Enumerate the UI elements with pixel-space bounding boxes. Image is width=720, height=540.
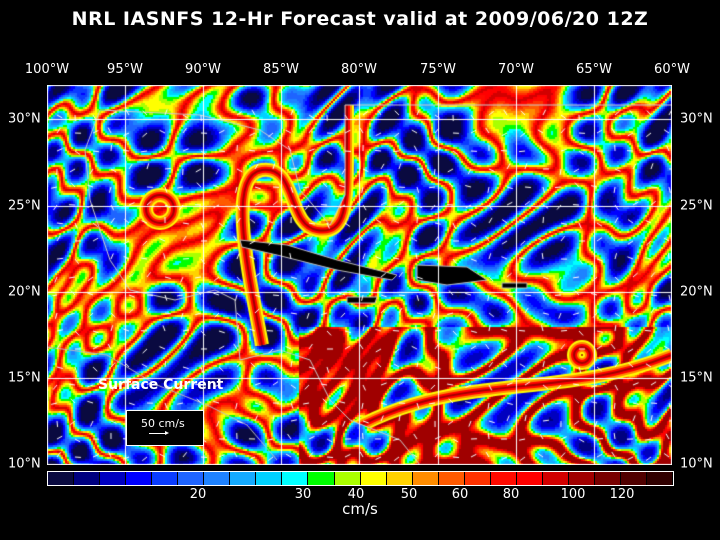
colorbar-tick: 60 bbox=[451, 487, 469, 502]
lat-label: 15°N bbox=[680, 370, 713, 386]
colorbar-cell bbox=[178, 472, 205, 485]
colorbar-cell bbox=[152, 472, 179, 485]
reference-vector-box: 50 cm/s bbox=[126, 410, 204, 446]
colorbar-cell bbox=[568, 472, 595, 485]
colorbar-cell bbox=[100, 472, 127, 485]
lon-label: 70°W bbox=[498, 62, 534, 77]
colorbar-cell bbox=[204, 472, 231, 485]
colorbar-cell bbox=[516, 472, 543, 485]
lat-label: 30°N bbox=[680, 111, 713, 127]
lat-label: 20°N bbox=[8, 284, 41, 300]
reference-vector-label: 50 cm/s bbox=[141, 417, 185, 430]
colorbar-tick: 40 bbox=[347, 487, 365, 502]
colorbar-cell bbox=[334, 472, 361, 485]
colorbar-tick: 120 bbox=[609, 487, 635, 502]
colorbar-cell bbox=[386, 472, 413, 485]
lat-label: 15°N bbox=[8, 370, 41, 386]
lon-label: 60°W bbox=[654, 62, 690, 77]
colorbar-cell bbox=[282, 472, 309, 485]
lon-label: 85°W bbox=[263, 62, 299, 77]
colorbar-cell bbox=[647, 472, 674, 485]
lat-label: 30°N bbox=[8, 111, 41, 127]
colorbar bbox=[47, 471, 674, 486]
lat-label: 25°N bbox=[8, 198, 41, 214]
lat-label: 10°N bbox=[680, 456, 713, 472]
current-speed-map bbox=[47, 85, 672, 465]
lon-label: 65°W bbox=[576, 62, 612, 77]
colorbar-cell bbox=[308, 472, 335, 485]
colorbar-cell bbox=[360, 472, 387, 485]
colorbar-cell bbox=[464, 472, 491, 485]
lat-label: 10°N bbox=[8, 456, 41, 472]
colorbar-cell bbox=[438, 472, 465, 485]
colorbar-tick: 50 bbox=[400, 487, 418, 502]
colorbar-cell bbox=[126, 472, 153, 485]
colorbar-units: cm/s bbox=[342, 500, 378, 518]
colorbar-cell bbox=[412, 472, 439, 485]
lat-label: 25°N bbox=[680, 198, 713, 214]
colorbar-cell bbox=[542, 472, 569, 485]
colorbar-cell bbox=[74, 472, 101, 485]
lat-label: 20°N bbox=[680, 284, 713, 300]
colorbar-cell bbox=[230, 472, 257, 485]
legend-title: Surface Current bbox=[98, 377, 224, 393]
colorbar-cell bbox=[48, 472, 75, 485]
reference-arrow-icon bbox=[149, 431, 169, 435]
colorbar-cell bbox=[621, 472, 648, 485]
lon-label: 75°W bbox=[420, 62, 456, 77]
map-title: NRL IASNFS 12-Hr Forecast valid at 2009/… bbox=[71, 8, 649, 30]
colorbar-tick: 30 bbox=[294, 487, 312, 502]
colorbar-tick: 80 bbox=[502, 487, 520, 502]
lon-label: 80°W bbox=[341, 62, 377, 77]
lon-label: 100°W bbox=[24, 62, 70, 77]
colorbar-cell bbox=[256, 472, 283, 485]
lon-label: 95°W bbox=[107, 62, 143, 77]
colorbar-cell bbox=[594, 472, 622, 485]
colorbar-cell bbox=[490, 472, 517, 485]
lon-label: 90°W bbox=[185, 62, 221, 77]
colorbar-tick: 20 bbox=[189, 487, 207, 502]
colorbar-tick: 100 bbox=[560, 487, 586, 502]
